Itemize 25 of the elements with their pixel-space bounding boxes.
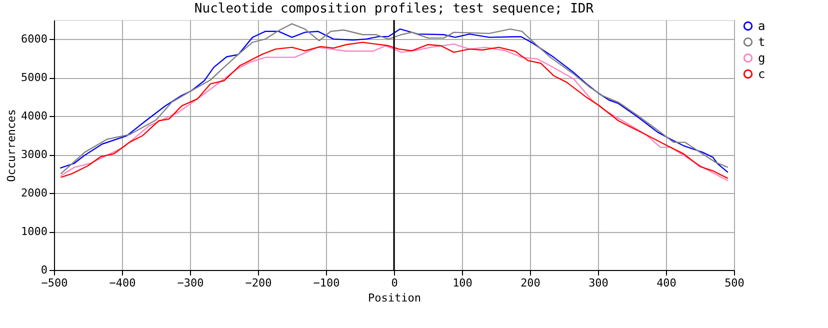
y-tick-label: 2000 [21,186,48,200]
x-tick-label: 500 [724,276,744,290]
x-tick-label: 200 [520,276,540,290]
x-tick-label: −500 [41,276,68,290]
y-axis-title: Occurrences [5,109,18,182]
x-tick-label: −300 [177,276,204,290]
legend-label: a [758,19,766,33]
x-tick-label: 300 [588,276,608,290]
x-tick-label: −400 [109,276,136,290]
y-tick-label: 1000 [21,225,48,238]
chart-title: Nucleotide composition profiles; test sequence; IDR [194,1,594,16]
y-tick-label: 5000 [21,71,48,84]
x-tick-label: 100 [452,276,472,290]
legend-label: c [758,67,766,81]
x-tick-label: 400 [656,276,676,290]
y-tick-label: 3000 [21,148,48,162]
x-axis-title: Position [368,292,421,304]
x-tick-label: 0 [391,276,398,290]
y-tick-label: 0 [40,264,48,276]
x-tick-label: −200 [245,276,272,290]
y-tick-label: 6000 [21,32,48,46]
legend-label: t [758,35,766,49]
legend-label: g [758,51,766,65]
x-tick-label: −100 [313,276,340,290]
y-tick-label: 4000 [21,110,48,123]
